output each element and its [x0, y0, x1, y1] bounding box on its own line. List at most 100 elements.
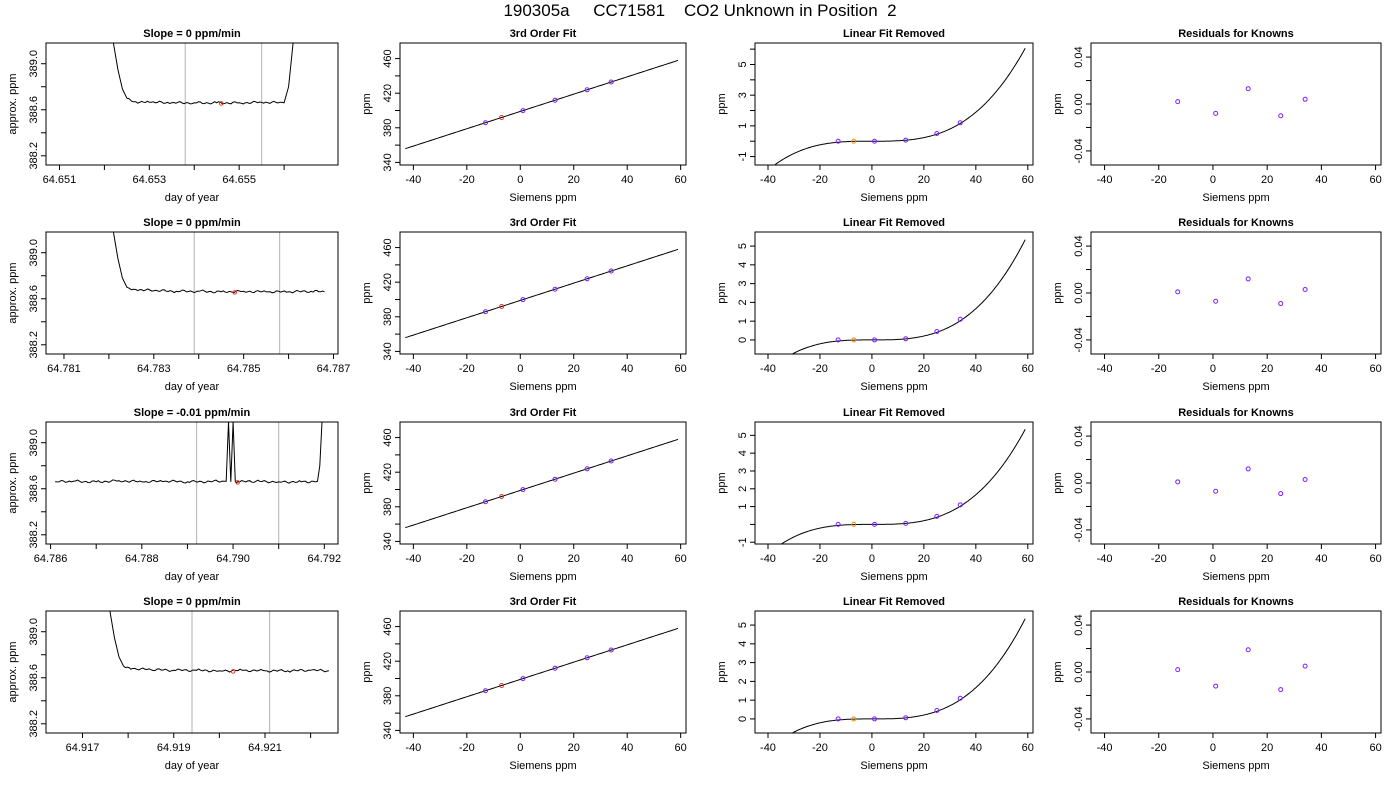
known-point — [1302, 286, 1308, 292]
known-point — [872, 716, 878, 722]
x-tick-label: 60 — [1022, 742, 1034, 754]
x-axis-label: day of year — [165, 760, 220, 772]
known-point — [1245, 466, 1251, 472]
known-point — [1175, 667, 1181, 673]
y-tick-label: 380 — [382, 119, 394, 137]
y-tick-label: 460 — [382, 49, 394, 67]
x-tick-label: 20 — [568, 553, 580, 565]
y-tick-label: 460 — [382, 238, 394, 256]
x-tick-label: -20 — [812, 553, 828, 565]
x-axis-label: Siemens ppm — [860, 571, 927, 583]
panel-title: Slope = 0 ppm/min — [143, 28, 241, 40]
y-tick-label: 460 — [382, 428, 394, 446]
x-tick-label: 40 — [1315, 742, 1327, 754]
y-tick-label: 2 — [737, 299, 749, 305]
y-axis-label: ppm — [361, 93, 373, 114]
plot-frame — [754, 42, 1034, 166]
y-axis-label: approx. ppm — [7, 73, 19, 134]
y-tick-label: 380 — [382, 498, 394, 516]
known-point — [1213, 683, 1219, 689]
x-tick-label: 64.919 — [157, 742, 191, 754]
concentration-trace — [55, 422, 323, 484]
known-point — [1175, 479, 1181, 485]
known-point — [835, 521, 841, 527]
x-axis-label: day of year — [165, 571, 220, 583]
x-tick-label: 0 — [1210, 553, 1216, 565]
known-point — [1245, 86, 1251, 92]
y-tick-label: -0.04 — [1073, 706, 1085, 731]
fit-curve — [780, 429, 1026, 544]
known-point — [608, 458, 614, 464]
unknown-point — [851, 138, 857, 144]
panel-title: Residuals for Knowns — [1178, 217, 1294, 229]
x-tick-label: -20 — [1151, 363, 1167, 375]
x-tick-label: 64.917 — [66, 742, 100, 754]
known-point — [520, 108, 526, 114]
x-tick-label: 40 — [970, 742, 982, 754]
x-tick-label: 20 — [1261, 742, 1273, 754]
x-tick-label: -40 — [405, 174, 421, 186]
y-axis-label: ppm — [361, 282, 373, 303]
x-tick-label: 0 — [869, 553, 875, 565]
y-tick-label: 1 — [737, 697, 749, 703]
x-tick-label: 20 — [1261, 553, 1273, 565]
y-tick-label: 388.2 — [28, 521, 40, 549]
known-point — [483, 120, 489, 126]
x-tick-label: 20 — [568, 742, 580, 754]
known-point — [520, 297, 526, 303]
plot-frame — [399, 421, 687, 545]
panel-1-3: Slope = -0.01 ppm/min 64.786 64.788 64.790 6… — [7, 407, 341, 583]
x-tick-label: 20 — [1261, 363, 1273, 375]
page-title: 190305a CC71581 CO2 Unknown in Position … — [503, 1, 897, 20]
y-tick-label: 420 — [382, 84, 394, 102]
x-tick-label: 60 — [1022, 553, 1034, 565]
y-tick-label: 389.0 — [28, 618, 40, 646]
y-tick-label: 388.6 — [28, 96, 40, 124]
known-point — [872, 337, 878, 343]
y-axis-label: ppm — [716, 472, 728, 493]
panel-title: Linear Fit Removed — [843, 28, 945, 40]
known-point — [957, 120, 963, 126]
y-tick-label: 5 — [737, 243, 749, 249]
x-tick-label: 40 — [1315, 553, 1327, 565]
x-tick-label: 20 — [918, 174, 930, 186]
x-tick-label: 20 — [918, 742, 930, 754]
fit-curve — [791, 618, 1026, 733]
selected-point — [235, 480, 240, 485]
fit-curve — [791, 239, 1026, 354]
panel-4-4: Residuals for Knowns -40 -20 0 20 40 60 -0.04 0.… — [1052, 596, 1382, 772]
panel-2-1: 3rd Order Fit -40 -20 0 20 40 60 340 380 420 460 Si… — [361, 28, 687, 204]
x-axis-label: Siemens ppm — [860, 192, 927, 204]
plot-frame — [754, 610, 1034, 734]
y-tick-label: 0.04 — [1073, 614, 1085, 635]
known-point — [1278, 491, 1284, 497]
x-tick-label: 60 — [1369, 553, 1381, 565]
x-tick-label: -20 — [1151, 742, 1167, 754]
x-tick-label: 64.781 — [47, 363, 81, 375]
y-tick-label: 340 — [382, 532, 394, 550]
x-tick-label: 60 — [1022, 174, 1034, 186]
fit-curve — [773, 47, 1026, 165]
y-tick-label: -0.04 — [1073, 327, 1085, 352]
y-tick-label: 380 — [382, 687, 394, 705]
x-tick-label: 40 — [970, 174, 982, 186]
x-tick-label: 64.792 — [307, 553, 341, 565]
x-tick-label: -40 — [760, 742, 776, 754]
y-axis-label: ppm — [716, 93, 728, 114]
unknown-point — [499, 114, 505, 120]
known-point — [957, 502, 963, 508]
plot-frame — [45, 42, 339, 166]
y-tick-label: 388.2 — [28, 710, 40, 738]
plot-frame — [1090, 42, 1382, 166]
y-tick-label: 3 — [737, 660, 749, 666]
panel-1-1: Slope = 0 ppm/min 64.651 64.653 64.655 388.2… — [7, 28, 339, 204]
x-tick-label: 20 — [1261, 174, 1273, 186]
x-axis-label: Siemens ppm — [509, 760, 576, 772]
selected-point — [230, 669, 236, 674]
x-tick-label: 0 — [1210, 174, 1216, 186]
y-tick-label: 0.04 — [1073, 425, 1085, 446]
panel-3-1: Linear Fit Removed -40 -20 0 20 40 60 -1 1 3 5 Siem… — [716, 28, 1034, 204]
x-tick-label: -20 — [812, 174, 828, 186]
x-tick-label: 0 — [869, 363, 875, 375]
